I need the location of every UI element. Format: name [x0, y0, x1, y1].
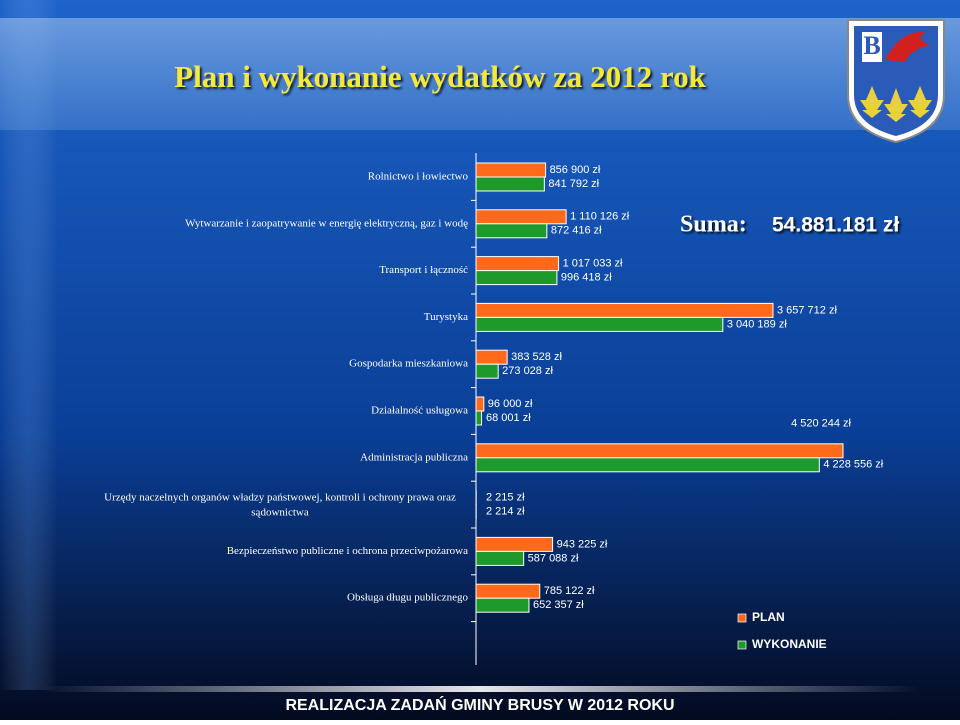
- legend-label: WYKONANIE: [752, 637, 827, 651]
- category-label: Administracja publiczna: [360, 451, 468, 463]
- slide-title: Plan i wykonanie wydatków za 2012 rok: [174, 59, 706, 94]
- bar: [476, 271, 557, 285]
- value-label: 383 528 zł: [511, 351, 562, 363]
- value-label: 68 001 zł: [486, 412, 531, 424]
- bar: [476, 303, 773, 317]
- category-label: Rolnictwo i łowiectwo: [368, 171, 469, 183]
- bar: [476, 177, 544, 191]
- category-label: Turystyka: [424, 311, 468, 323]
- bar: [476, 317, 723, 331]
- category-label: Bezpieczeństwo publiczne i ochrona przec…: [227, 545, 468, 557]
- value-label: 841 792 zł: [548, 178, 599, 190]
- value-label: 96 000 zł: [488, 398, 533, 410]
- coat-of-arms: B: [848, 20, 944, 142]
- legend-label: PLAN: [752, 610, 785, 624]
- bar: [476, 257, 559, 271]
- bar: [476, 224, 547, 238]
- value-label: 3 657 712 zł: [777, 304, 837, 316]
- value-label: 2 215 zł: [486, 492, 525, 504]
- sum-value: 54.881.181 zł: [772, 214, 899, 237]
- value-label: 943 225 zł: [557, 538, 608, 550]
- value-label: 1 110 126 zł: [570, 211, 630, 223]
- bar: [476, 397, 484, 411]
- bar: [476, 444, 843, 458]
- svg-text:B: B: [863, 31, 880, 60]
- category-label: Gospodarka mieszkaniowa: [349, 358, 468, 370]
- value-label: 3 040 189 zł: [727, 318, 787, 330]
- category-label: Działalność usługowa: [371, 405, 468, 417]
- bar: [476, 537, 553, 551]
- bar: [476, 458, 819, 472]
- value-label: 785 122 zł: [544, 585, 595, 597]
- bar: [476, 364, 498, 378]
- bar: [476, 210, 566, 224]
- bar: [476, 551, 524, 565]
- value-label: 4 228 556 zł: [823, 459, 883, 471]
- legend-swatch: [738, 641, 746, 649]
- value-label: 2 214 zł: [486, 506, 525, 518]
- category-label: Transport i łączność: [379, 264, 468, 276]
- value-label: 856 900 zł: [550, 164, 601, 176]
- legend-swatch: [738, 614, 746, 622]
- bar: [476, 163, 546, 177]
- value-label: 587 088 zł: [528, 552, 579, 564]
- value-label: 1 017 033 zł: [563, 258, 623, 270]
- value-label: 872 416 zł: [551, 225, 602, 237]
- bar: [476, 411, 482, 425]
- value-label: 996 418 zł: [561, 272, 612, 284]
- bar: [476, 350, 507, 364]
- category-label: Obsługa długu publicznego: [347, 592, 468, 604]
- bar: [476, 598, 529, 612]
- value-label: 4 520 244 zł: [791, 418, 851, 430]
- value-label: 652 357 zł: [533, 599, 584, 611]
- bar: [476, 584, 540, 598]
- footer-line: [40, 686, 920, 692]
- category-label: Wytwarzanie i zaopatrywanie w energię el…: [185, 217, 468, 229]
- footer: REALIZACJA ZADAŃ GMINY BRUSY W 2012 ROKU: [285, 695, 674, 714]
- value-label: 273 028 zł: [502, 365, 553, 377]
- sum-label: Suma:: [680, 212, 747, 238]
